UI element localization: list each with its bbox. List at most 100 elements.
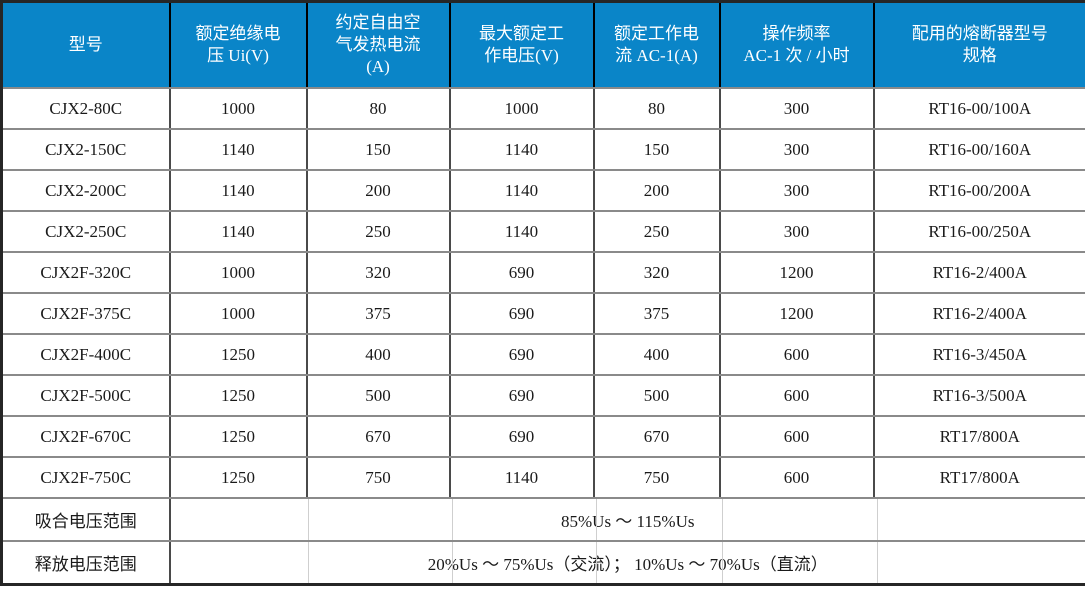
model-cell: CJX2-250C — [0, 210, 171, 253]
value-cell: 1000 — [168, 251, 308, 294]
model-cell: CJX2F-670C — [0, 415, 171, 458]
value-cell: 1140 — [448, 210, 595, 253]
table-footer: 吸合电压范围 85%Us ～ 115%Us 释放电压范围 — [0, 497, 1085, 586]
value-cell: RT16-3/500A — [872, 374, 1085, 417]
ghost-gridline — [307, 542, 309, 583]
value-cell: 80 — [592, 87, 721, 130]
table-row: CJX2F-750C 1250 750 1140 750 600 RT17/800A — [0, 456, 1085, 499]
value-cell: 320 — [592, 251, 721, 294]
value-cell: 1250 — [168, 333, 308, 376]
spec-sheet: 型号 额定绝缘电 压 Ui(V) 约定自由空 气发热电流 (A) 最大额定工 作… — [0, 0, 1085, 586]
value-cell: 300 — [718, 87, 875, 130]
footer-row-pickup-voltage: 吸合电压范围 85%Us ～ 115%Us — [0, 497, 1085, 542]
value-cell: 80 — [305, 87, 451, 130]
value-cell: RT16-2/400A — [872, 292, 1085, 335]
ghost-gridline — [876, 542, 878, 583]
model-cell: CJX2F-320C — [0, 251, 171, 294]
column-header-thermal-current: 约定自由空 气发热电流 (A) — [305, 0, 451, 89]
value-cell: 375 — [592, 292, 721, 335]
value-cell: RT16-00/160A — [872, 128, 1085, 171]
column-header-operation-frequency: 操作频率 AC-1 次 / 小时 — [718, 0, 875, 89]
value-cell: 750 — [305, 456, 451, 499]
value-cell: 670 — [592, 415, 721, 458]
value-cell: RT17/800A — [872, 456, 1085, 499]
model-cell: CJX2-150C — [0, 128, 171, 171]
value-cell: 600 — [718, 333, 875, 376]
table-row: CJX2-200C 1140 200 1140 200 300 RT16-00/200A — [0, 169, 1085, 212]
value-cell: 690 — [448, 292, 595, 335]
model-cell: CJX2-200C — [0, 169, 171, 212]
value-cell: 150 — [305, 128, 451, 171]
table-row: CJX2F-320C 1000 320 690 320 1200 RT16-2/400A — [0, 251, 1085, 294]
table-row: CJX2-150C 1140 150 1140 150 300 RT16-00/160A — [0, 128, 1085, 171]
value-cell: 690 — [448, 251, 595, 294]
value-cell: RT16-00/200A — [872, 169, 1085, 212]
model-cell: CJX2F-750C — [0, 456, 171, 499]
value-cell: 1250 — [168, 374, 308, 417]
value-cell: 1140 — [168, 128, 308, 171]
value-cell: 690 — [448, 333, 595, 376]
value-cell: 600 — [718, 456, 875, 499]
value-cell: 1200 — [718, 292, 875, 335]
value-cell: RT16-3/450A — [872, 333, 1085, 376]
value-cell: 1000 — [168, 87, 308, 130]
header-row: 型号 额定绝缘电 压 Ui(V) 约定自由空 气发热电流 (A) 最大额定工 作… — [0, 0, 1085, 89]
value-cell: 150 — [592, 128, 721, 171]
value-cell: 600 — [718, 374, 875, 417]
value-cell: RT16-2/400A — [872, 251, 1085, 294]
value-cell: 1250 — [168, 415, 308, 458]
table-row: CJX2F-375C 1000 375 690 375 1200 RT16-2/400A — [0, 292, 1085, 335]
column-header-insulation-voltage: 额定绝缘电 压 Ui(V) — [168, 0, 308, 89]
value-cell: 1140 — [168, 210, 308, 253]
pickup-voltage-label: 吸合电压范围 — [0, 497, 171, 542]
value-cell: 400 — [305, 333, 451, 376]
value-cell: 1000 — [448, 87, 595, 130]
table-row: CJX2F-670C 1250 670 690 670 600 RT17/800A — [0, 415, 1085, 458]
value-cell: 1140 — [448, 169, 595, 212]
value-cell: 500 — [305, 374, 451, 417]
column-header-max-voltage: 最大额定工 作电压(V) — [448, 0, 595, 89]
value-cell: 300 — [718, 169, 875, 212]
value-cell: 320 — [305, 251, 451, 294]
value-cell: 670 — [305, 415, 451, 458]
column-header-fuse-spec: 配用的熔断器型号 规格 — [872, 0, 1085, 89]
contactor-spec-table: 型号 额定绝缘电 压 Ui(V) 约定自由空 气发热电流 (A) 最大额定工 作… — [0, 0, 1085, 586]
table-row: CJX2-80C 1000 80 1000 80 300 RT16-00/100A — [0, 87, 1085, 130]
value-cell: RT16-00/250A — [872, 210, 1085, 253]
value-cell: RT16-00/100A — [872, 87, 1085, 130]
release-voltage-value: 20%Us ～ 75%Us（交流）； 10%Us ～ 70%Us（直流） — [427, 555, 828, 574]
value-cell: 750 — [592, 456, 721, 499]
model-cell: CJX2F-375C — [0, 292, 171, 335]
value-cell: 200 — [592, 169, 721, 212]
table-row: CJX2F-500C 1250 500 690 500 600 RT16-3/500A — [0, 374, 1085, 417]
release-voltage-value-cell: 20%Us ～ 75%Us（交流）； 10%Us ～ 70%Us（直流） — [168, 540, 1085, 586]
ghost-gridline — [721, 499, 723, 540]
value-cell: 1200 — [718, 251, 875, 294]
ghost-gridline — [451, 499, 453, 540]
value-cell: 250 — [305, 210, 451, 253]
pickup-voltage-value-cell: 85%Us ～ 115%Us — [168, 497, 1085, 542]
pickup-voltage-value: 85%Us ～ 115%Us — [561, 512, 695, 531]
value-cell: 600 — [718, 415, 875, 458]
value-cell: 400 — [592, 333, 721, 376]
ghost-gridline — [307, 499, 309, 540]
value-cell: 500 — [592, 374, 721, 417]
value-cell: 1140 — [448, 128, 595, 171]
release-voltage-label: 释放电压范围 — [0, 540, 171, 586]
table-row: CJX2-250C 1140 250 1140 250 300 RT16-00/250A — [0, 210, 1085, 253]
value-cell: 690 — [448, 374, 595, 417]
value-cell: 1000 — [168, 292, 308, 335]
value-cell: 375 — [305, 292, 451, 335]
footer-row-release-voltage: 释放电压范围 20%Us ～ 75%Us（交流）； 10%Us ～ 70%Us（… — [0, 540, 1085, 586]
model-cell: CJX2F-400C — [0, 333, 171, 376]
value-cell: 300 — [718, 128, 875, 171]
value-cell: 300 — [718, 210, 875, 253]
table-row: CJX2F-400C 1250 400 690 400 600 RT16-3/450A — [0, 333, 1085, 376]
value-cell: RT17/800A — [872, 415, 1085, 458]
table-body: CJX2-80C 1000 80 1000 80 300 RT16-00/100A CJX2-… — [0, 87, 1085, 499]
model-cell: CJX2F-500C — [0, 374, 171, 417]
value-cell: 1140 — [448, 456, 595, 499]
value-cell: 200 — [305, 169, 451, 212]
model-cell: CJX2-80C — [0, 87, 171, 130]
ghost-gridline — [876, 499, 878, 540]
